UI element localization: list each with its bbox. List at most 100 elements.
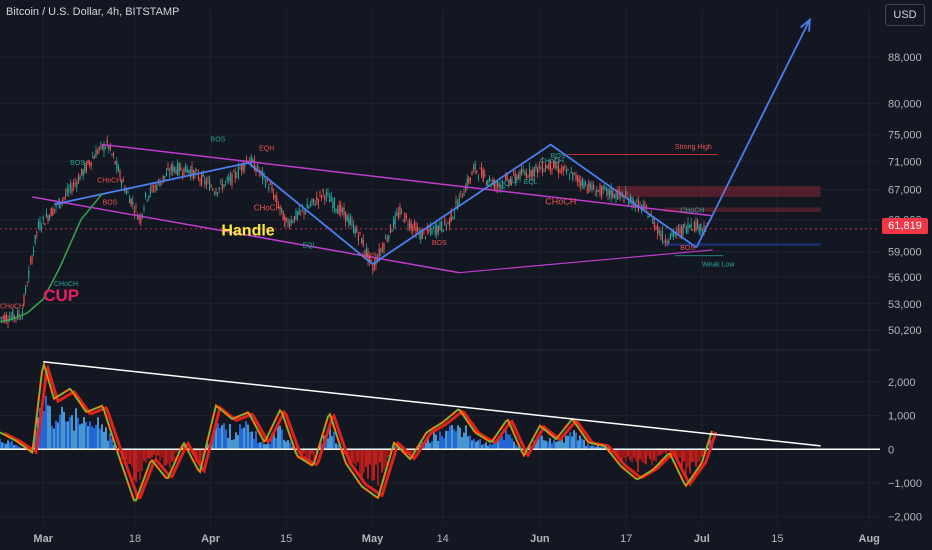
candle-body <box>351 221 353 223</box>
candle-body <box>244 164 246 168</box>
projection-arrow-line <box>695 19 811 248</box>
histogram-bar <box>271 433 273 450</box>
candle-body <box>343 208 345 216</box>
candle-body <box>274 195 276 198</box>
candle-body <box>269 183 271 185</box>
histogram-bar <box>453 429 455 450</box>
candle-body <box>204 178 206 184</box>
candle-body <box>700 224 702 231</box>
histogram-bar <box>141 449 143 472</box>
histogram-bar <box>467 436 469 450</box>
osc-tick-label: 0 <box>888 444 894 456</box>
histogram-bar <box>445 430 447 450</box>
candle-body <box>361 237 363 244</box>
bos-label: BOS <box>680 245 695 252</box>
histogram-bar <box>35 430 37 450</box>
histogram-bar <box>429 442 431 450</box>
histogram-bar <box>565 435 567 450</box>
candle-body <box>697 220 699 228</box>
channel-lower-extension <box>458 249 713 274</box>
candle-body <box>31 256 33 263</box>
demand-zone <box>664 243 821 246</box>
histogram-bar <box>171 449 173 462</box>
histogram-bar <box>169 449 171 468</box>
candle-body <box>655 226 657 228</box>
histogram-bar <box>455 431 457 450</box>
candle-body <box>313 198 315 202</box>
histogram-bar <box>275 438 277 450</box>
histogram-bar <box>595 446 597 450</box>
histogram-bar <box>535 439 537 450</box>
histogram-bar <box>259 442 261 450</box>
candle-body <box>266 178 268 182</box>
oscillator-panel <box>0 360 880 502</box>
candle-body <box>69 183 71 189</box>
histogram-bar <box>687 449 689 467</box>
histogram-bar <box>437 440 439 450</box>
histogram-bar <box>343 449 345 455</box>
histogram-bar <box>353 449 355 464</box>
price-tick-label: 56,000 <box>888 272 922 284</box>
histogram-bar <box>371 449 373 481</box>
candle-body <box>145 192 147 198</box>
choch-label: CHoCH <box>540 158 564 165</box>
histogram-bar <box>285 441 287 450</box>
candle-body <box>81 168 83 175</box>
histogram-bar <box>99 428 101 450</box>
candle-body <box>522 170 524 172</box>
candle-body <box>362 239 364 247</box>
histogram-bar <box>669 449 671 453</box>
candle-body <box>385 237 387 240</box>
candle-body <box>537 167 539 174</box>
candle-body <box>213 192 215 194</box>
candle-body <box>21 311 23 316</box>
candle-body <box>303 210 305 215</box>
candle-body <box>687 222 689 232</box>
candle-body <box>532 169 534 177</box>
candle-body <box>167 167 169 170</box>
histogram-bar <box>493 441 495 450</box>
candle-body <box>503 186 505 188</box>
candle-body <box>410 223 412 229</box>
candle-body <box>441 221 443 231</box>
histogram-bar <box>571 436 573 450</box>
candle-body <box>645 205 647 209</box>
date-tick-label: Apr <box>201 533 221 545</box>
candle-body <box>573 172 575 174</box>
candle-body <box>273 193 275 199</box>
candle-body <box>380 249 382 252</box>
candle-body <box>471 171 473 176</box>
candle-body <box>298 208 300 215</box>
histogram-bar <box>303 449 305 454</box>
candle-body <box>297 212 299 216</box>
candle-body <box>679 228 681 234</box>
histogram-bar <box>125 449 127 460</box>
candle-body <box>516 176 518 181</box>
histogram-bar <box>575 432 577 450</box>
histogram-bar <box>129 449 131 465</box>
candle-body <box>138 215 140 219</box>
histogram-bar <box>591 445 593 450</box>
histogram-bar <box>283 439 285 450</box>
candle-body <box>279 209 281 211</box>
candle-body <box>127 191 129 193</box>
histogram-bar <box>557 441 559 450</box>
histogram-bar <box>657 449 659 457</box>
currency-button[interactable]: USD <box>885 4 925 26</box>
histogram-bar <box>53 428 55 450</box>
candle-body <box>447 221 449 223</box>
histogram-bar <box>443 438 445 450</box>
histogram-bar <box>359 449 361 477</box>
histogram-bar <box>253 438 255 450</box>
candle-body <box>53 208 55 210</box>
candle-body <box>284 216 286 227</box>
histogram-bar <box>51 426 53 450</box>
candle-body <box>253 159 255 171</box>
candle-body <box>506 175 508 180</box>
histogram-bar <box>263 444 265 450</box>
candle-body <box>500 185 502 190</box>
histogram-bar <box>383 449 385 470</box>
choch-label: CHoCH <box>545 196 576 206</box>
candle-body <box>431 228 433 235</box>
candle-body <box>372 267 374 271</box>
